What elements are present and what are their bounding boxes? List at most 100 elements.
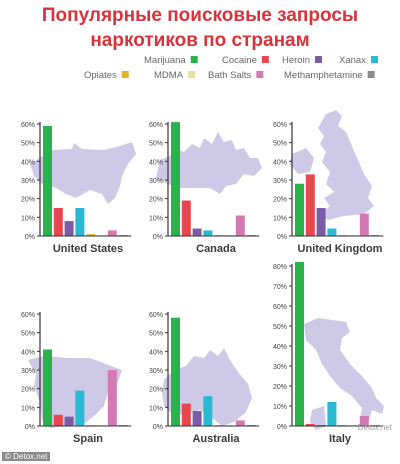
y-tick-label: 0%	[153, 234, 163, 241]
legend-label: Bath Salts	[208, 70, 252, 81]
bar-bath-salts	[235, 215, 245, 236]
bar-cocaine	[181, 200, 191, 236]
y-tick-label: 10%	[273, 215, 287, 222]
bar-heroin	[192, 411, 202, 426]
y-tick-label: 50%	[149, 331, 163, 338]
y-tick-label: 50%	[149, 141, 163, 148]
legend-label: Opiates	[84, 70, 117, 81]
legend-item-mdma: MDMA	[154, 70, 196, 81]
y-tick-label: 30%	[273, 364, 287, 371]
credit: Detox.net	[357, 423, 392, 432]
y-tick-label: 20%	[21, 387, 35, 394]
y-tick-label: 10%	[149, 405, 163, 412]
chart-australia: 0% 10% 20% 30% 40% 50% 60% Australia	[149, 312, 260, 445]
legend-item-cocaine: Cocaine	[222, 55, 269, 66]
y-tick-label: 30%	[21, 178, 35, 185]
bar-bath-salts	[107, 370, 117, 426]
legend-label: MDMA	[154, 70, 184, 81]
legend-label: Marijuana	[144, 55, 186, 66]
bar-bath-salts	[107, 230, 117, 236]
legend-swatch	[188, 71, 196, 78]
y-tick-label: 0%	[153, 424, 163, 431]
bar-xanax	[75, 208, 85, 236]
bar-bath-salts	[235, 420, 245, 426]
legend-label: Xanax	[339, 55, 366, 66]
y-tick-label: 10%	[273, 404, 287, 411]
y-tick-label: 60%	[273, 304, 287, 311]
chart-united-kingdom: 0% 10% 20% 30% 40% 50% 60% United Kingdom	[273, 110, 384, 255]
bar-bath-salts	[359, 213, 369, 236]
y-tick-label: 60%	[149, 312, 163, 319]
legend-item-heroin: Heroin	[282, 55, 322, 66]
legend-swatch	[190, 56, 198, 63]
chart-canada: 0% 10% 20% 30% 40% 50% 60% Canada	[149, 122, 262, 255]
legend-swatch	[256, 71, 264, 78]
bar-marijuana	[171, 122, 180, 236]
y-tick-label: 40%	[149, 159, 163, 166]
y-tick-label: 20%	[273, 197, 287, 204]
bar-xanax	[203, 230, 213, 236]
y-tick-label: 40%	[21, 159, 35, 166]
country-label: Canada	[196, 243, 237, 255]
country-label: Italy	[329, 433, 352, 445]
bar-cocaine	[53, 208, 63, 236]
country-label: United States	[53, 243, 123, 255]
bar-heroin	[192, 228, 202, 236]
y-tick-label: 20%	[273, 384, 287, 391]
bar-cocaine	[181, 403, 191, 426]
y-tick-label: 50%	[21, 331, 35, 338]
bar-xanax	[203, 396, 213, 426]
y-tick-label: 60%	[21, 122, 35, 129]
bar-marijuana	[171, 317, 180, 426]
y-tick-label: 30%	[149, 178, 163, 185]
y-tick-label: 10%	[21, 405, 35, 412]
y-tick-label: 20%	[149, 387, 163, 394]
y-tick-label: 60%	[273, 122, 287, 129]
legend-item-opiates: Opiates	[84, 70, 129, 81]
country-map-shape	[290, 110, 374, 220]
watermark: © Detox.net	[2, 452, 51, 461]
legend-label: Heroin	[282, 55, 310, 66]
legend-swatch	[367, 71, 375, 78]
y-tick-label: 80%	[273, 264, 287, 271]
bar-heroin	[64, 221, 74, 236]
y-tick-label: 20%	[149, 197, 163, 204]
country-label: United Kingdom	[298, 243, 383, 255]
bar-marijuana	[295, 183, 304, 236]
y-tick-label: 30%	[21, 368, 35, 375]
chart-title-line-2: наркотиков по странам	[90, 30, 310, 51]
country-label: Spain	[73, 433, 103, 445]
legend-label: Cocaine	[222, 55, 257, 66]
y-tick-label: 0%	[277, 234, 287, 241]
legend: Marijuana Cocaine Heroin Xanax Opiates MDMA Ba…	[84, 55, 378, 81]
country-label: Australia	[192, 433, 240, 445]
y-tick-label: 70%	[273, 284, 287, 291]
chart-spain: 0% 10% 20% 30% 40% 50% 60% Spain	[21, 312, 132, 445]
legend-item-marijuana: Marijuana	[144, 55, 198, 66]
bar-xanax	[75, 390, 85, 426]
legend-swatch	[370, 56, 378, 63]
y-tick-label: 30%	[273, 178, 287, 185]
legend-item-methamphetamine: Methamphetamine	[284, 70, 375, 81]
bar-xanax	[327, 402, 337, 426]
bar-opiates	[86, 234, 96, 236]
y-tick-label: 0%	[25, 234, 35, 241]
chart-title-line-1: Популярные поисковые запросы	[41, 5, 359, 26]
y-tick-label: 20%	[21, 197, 35, 204]
legend-item-bath-salts: Bath Salts	[208, 70, 264, 81]
bar-xanax	[327, 228, 337, 236]
country-map-shape	[304, 318, 384, 430]
chart-united-states: 0% 10% 20% 30% 40% 50% 60% United States	[21, 122, 136, 255]
legend-label: Methamphetamine	[284, 70, 363, 81]
bar-cocaine	[305, 174, 315, 236]
y-tick-label: 40%	[149, 349, 163, 356]
bar-bath-salts	[359, 416, 369, 426]
legend-swatch	[121, 71, 129, 78]
y-tick-label: 40%	[273, 159, 287, 166]
legend-swatch	[261, 56, 269, 63]
y-tick-label: 40%	[273, 344, 287, 351]
y-tick-label: 50%	[273, 141, 287, 148]
bar-cocaine	[53, 414, 63, 426]
y-tick-label: 50%	[21, 141, 35, 148]
legend-item-xanax: Xanax	[339, 55, 378, 66]
